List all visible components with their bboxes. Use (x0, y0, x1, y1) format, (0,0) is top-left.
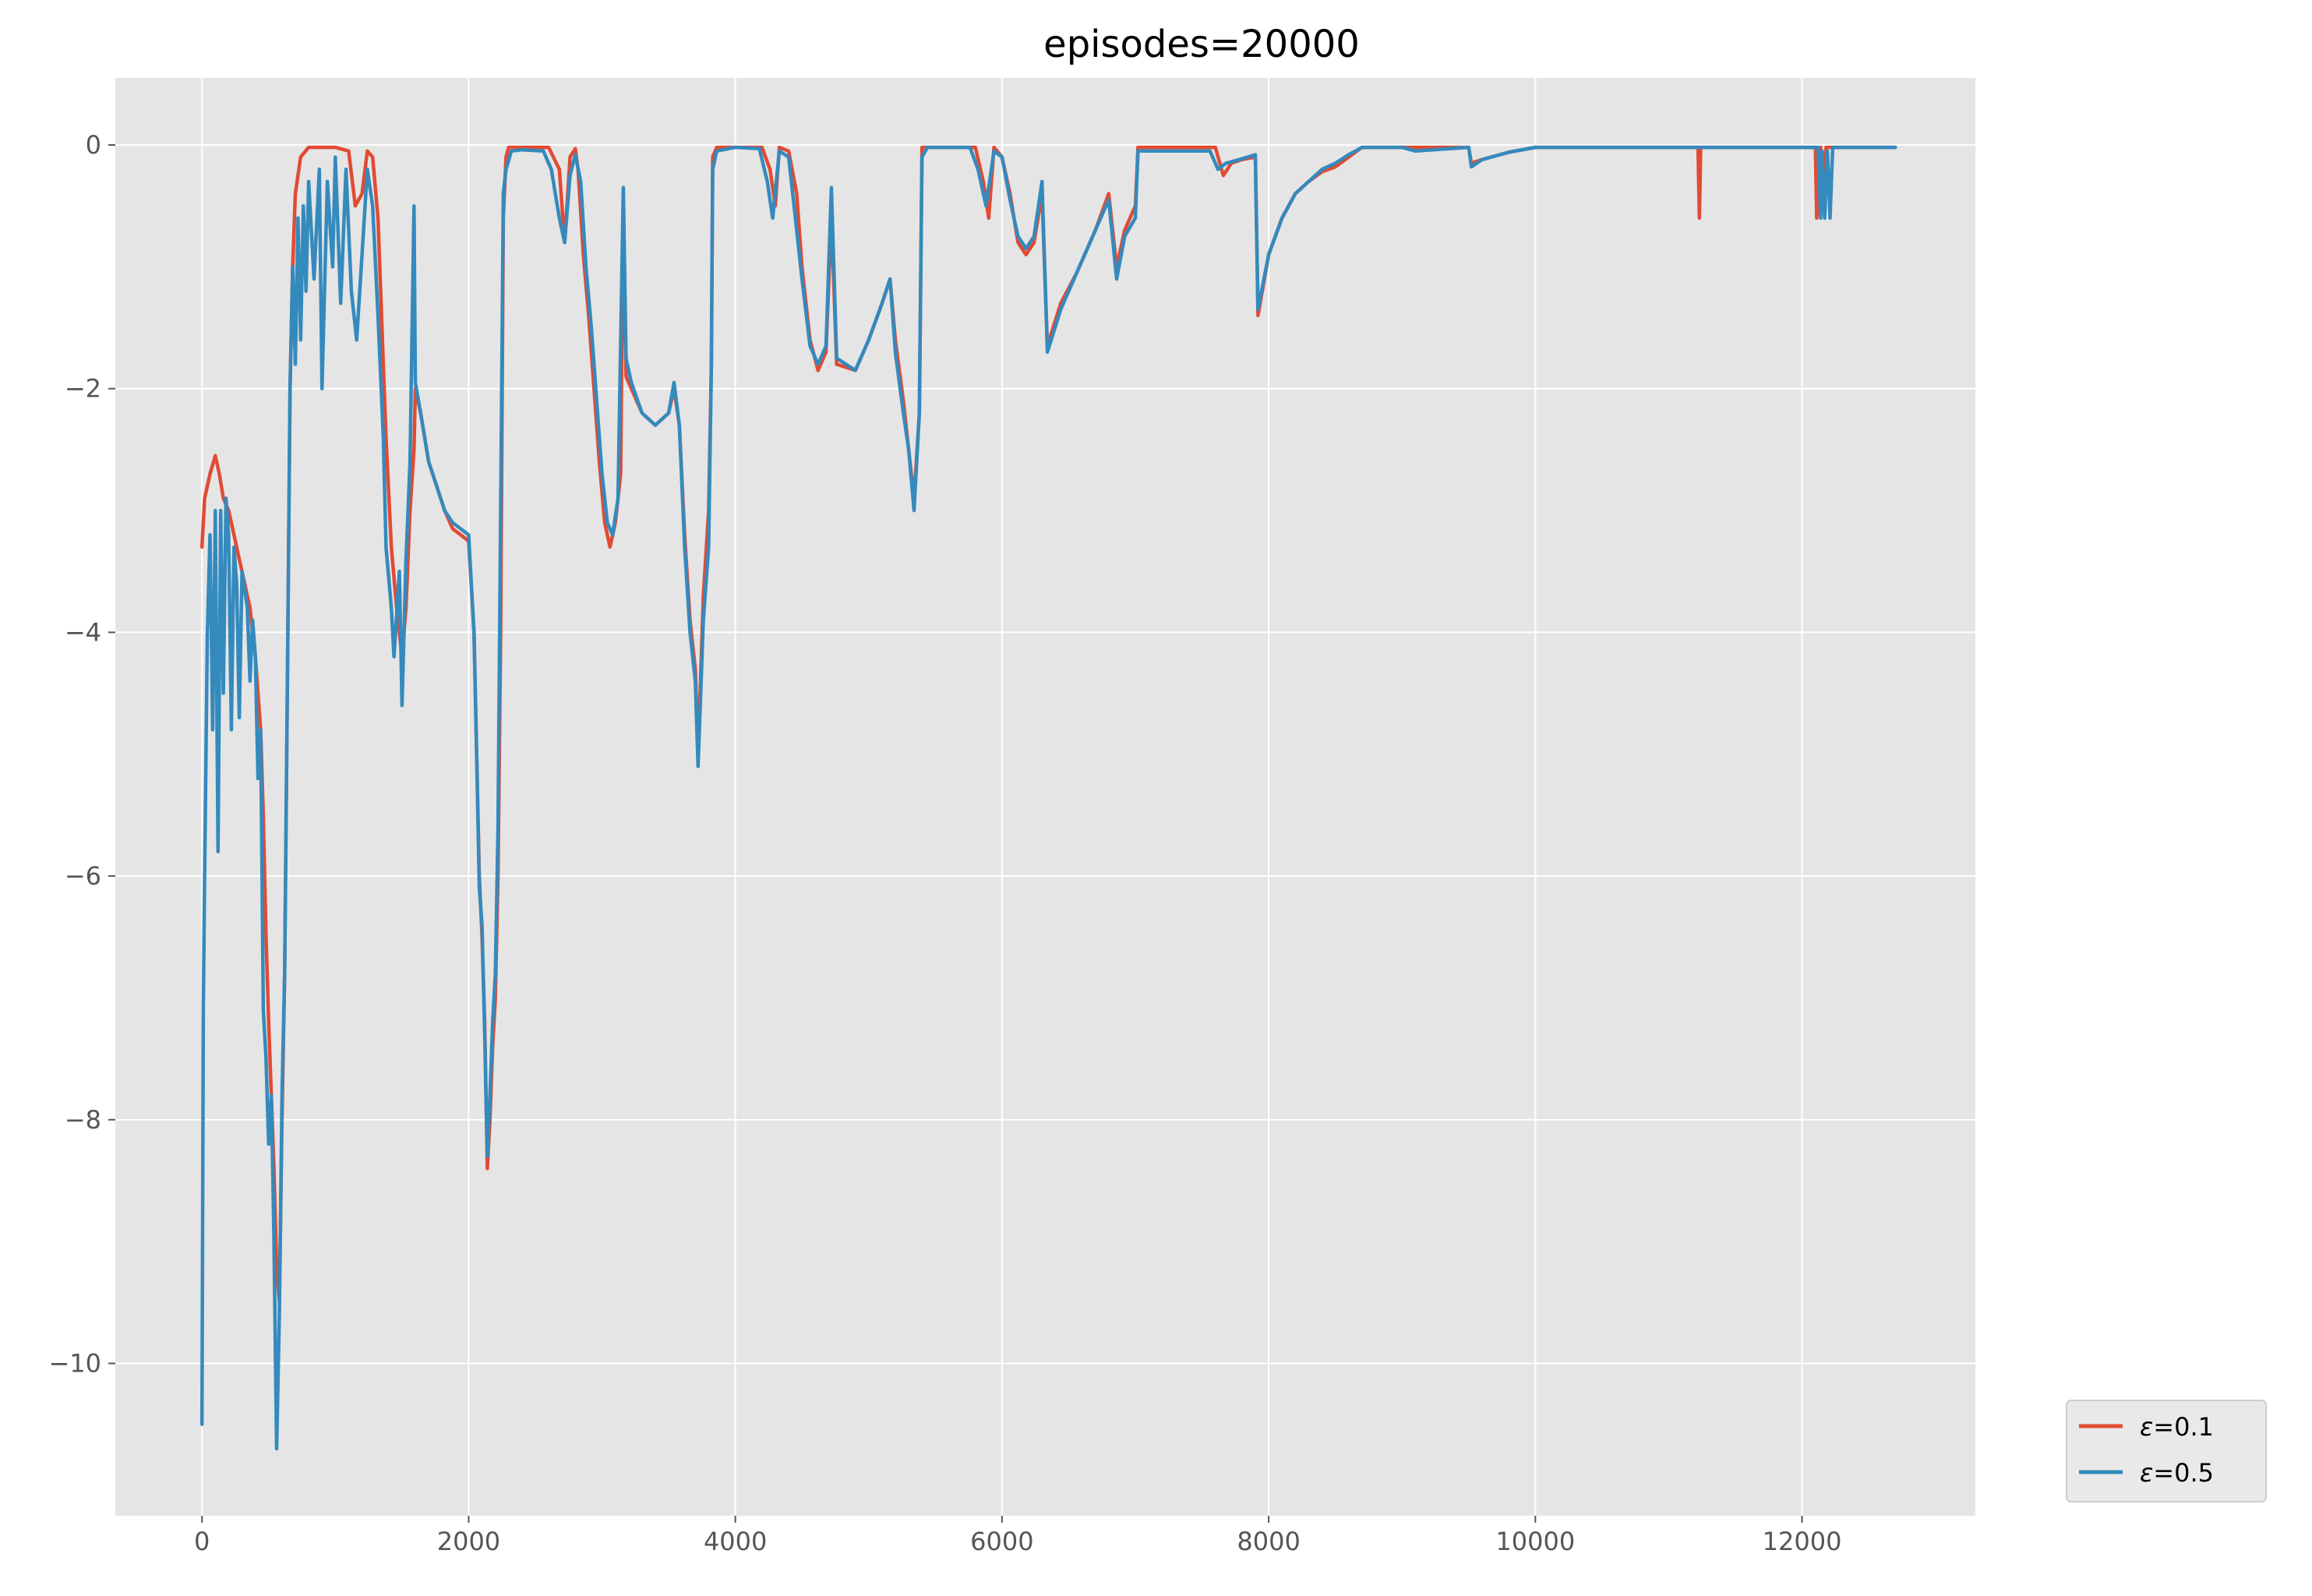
y-tick-label: −6 (65, 861, 101, 891)
axis-ticks: 0 2000 4000 6000 8000 10000 12000 0 −2 −4 −6 −8 −10 (48, 130, 1841, 1556)
y-tick-label: 0 (86, 130, 101, 160)
y-tick-label: −4 (65, 617, 101, 647)
series-lines (199, 145, 1897, 1451)
svg-text:ε=0.1: ε=0.1 (2140, 1412, 2214, 1442)
legend: ε=0.1 ε=0.5 (2066, 1400, 2267, 1502)
legend-symbol-eps: ε (2140, 1412, 2153, 1442)
y-tick-label: −10 (48, 1349, 101, 1379)
x-tick-label: 8000 (1237, 1527, 1300, 1556)
svg-text:ε=0.5: ε=0.5 (2140, 1458, 2214, 1488)
x-tick-label: 6000 (970, 1527, 1033, 1556)
y-tick-label: −2 (65, 374, 101, 404)
x-tick-label: 0 (194, 1527, 210, 1556)
legend-symbol-eps: ε (2140, 1458, 2153, 1488)
chart-title: episodes=20000 (1043, 23, 1360, 66)
grid-lines (115, 78, 1975, 1516)
legend-value: =0.5 (2153, 1458, 2214, 1488)
legend-item-eps-0-5: ε=0.5 (2079, 1458, 2214, 1488)
y-tick-label: −8 (65, 1105, 101, 1135)
x-tick-label: 12000 (1763, 1527, 1842, 1556)
legend-value: =0.1 (2153, 1412, 2214, 1442)
x-tick-label: 10000 (1495, 1527, 1575, 1556)
x-tick-label: 4000 (704, 1527, 767, 1556)
series-line-eps-0-5 (199, 145, 1897, 1451)
legend-item-eps-0-1: ε=0.1 (2079, 1412, 2214, 1442)
x-tick-label: 2000 (437, 1527, 500, 1556)
